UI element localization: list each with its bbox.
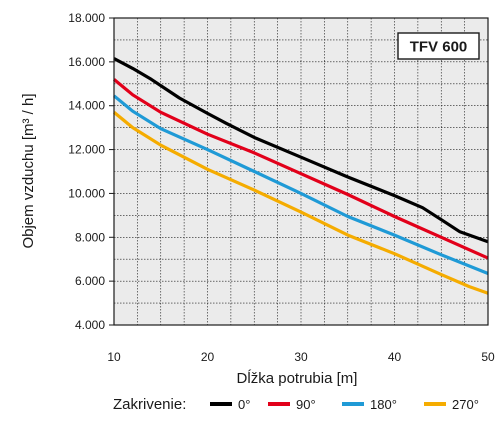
x-tick-label: 30 — [294, 350, 308, 364]
legend-item-label: 90° — [296, 397, 316, 412]
y-tick-label: 8.000 — [75, 230, 105, 244]
x-tick-label: 20 — [201, 350, 215, 364]
y-tick-label: 10.000 — [68, 186, 105, 200]
series-line — [112, 94, 489, 275]
x-tick-label: 10 — [107, 350, 121, 364]
y-tick-label: 16.000 — [68, 55, 105, 69]
legend-item-label: 180° — [370, 397, 397, 412]
x-tick-label: 40 — [388, 350, 402, 364]
series-layer — [112, 57, 489, 295]
legend-item-label: 0° — [238, 397, 250, 412]
title-badge: TFV 600 — [397, 32, 480, 60]
ticks: 4.000 6.000 8.000 10.000 12.000 14.000 16.000 1… — [68, 11, 495, 364]
y-tick-label: 12.000 — [68, 143, 105, 157]
title-badge-box — [397, 32, 480, 60]
legend-item-label: 270° — [452, 397, 479, 412]
series-line — [112, 111, 489, 295]
series-line — [113, 57, 489, 244]
y-tick-label: 4.000 — [75, 318, 105, 332]
chart-title: TFV 600 — [410, 39, 468, 56]
y-axis-label: Objem vzduchu [m³ / h] — [20, 93, 37, 248]
x-axis-label: Dĺžka potrubia [m] — [237, 369, 358, 387]
grid — [114, 18, 488, 325]
y-tick-label: 18.000 — [68, 11, 105, 25]
legend-title: Zakrivenie: — [113, 396, 186, 413]
series-line — [112, 78, 489, 260]
legend: 0° 90° 180° 270° — [210, 397, 479, 412]
plot-frame — [113, 17, 489, 326]
y-tick-label: 6.000 — [75, 274, 105, 288]
x-tick-label: 50 — [481, 350, 495, 364]
y-tick-label: 14.000 — [68, 99, 105, 113]
